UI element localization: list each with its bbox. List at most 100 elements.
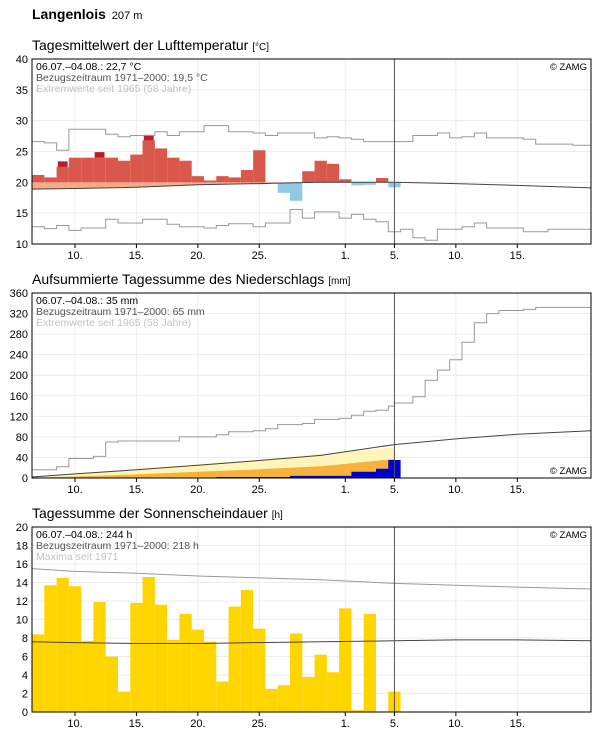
temp-stat-period: 06.07.–04.08.: 22,7 °C <box>36 61 142 73</box>
precip-x-tick-label: 20. <box>190 484 205 496</box>
sunshine-bar <box>339 608 352 712</box>
precipitation-actual-area <box>32 460 401 478</box>
station-header: Langenlois 207 m <box>32 6 142 22</box>
temp-chart: 10 15 20 25 30 35 40 10. 15. 20. 25. 1. 5. 10. 15. © ZA… <box>16 54 592 262</box>
sun-y-tick-label: 0 <box>22 707 28 719</box>
sunshine-bar <box>81 640 94 712</box>
precipitation-copyright: © ZAMG <box>550 466 587 477</box>
temperature-bar-upper <box>130 154 143 183</box>
temperature-record-mark <box>57 161 68 167</box>
sun-y-tick-label: 12 <box>16 596 28 608</box>
temp-x-tick-label: 15. <box>129 250 144 262</box>
temp-x-tick-label: 10. <box>67 250 82 262</box>
temp-y-tick-label: 40 <box>16 54 28 66</box>
precip-y-tick-label: 80 <box>16 432 28 444</box>
temperature-extreme-max-line <box>32 125 592 151</box>
temperature-bar-below <box>351 182 364 186</box>
sunshine-bar <box>32 634 45 712</box>
sunshine-bar <box>314 654 327 712</box>
temperature-bar-lower <box>130 182 143 188</box>
sun-stat-extremes: Maxima seit 1971 <box>36 551 118 563</box>
sunshine-maxima-line <box>31 568 592 590</box>
sunshine-bar <box>105 656 118 712</box>
sun-y-tick-label: 6 <box>22 652 28 664</box>
sunshine-bar <box>154 604 168 712</box>
precipitation-normal-line <box>31 430 592 478</box>
precip-x-tick-label: 25. <box>252 484 267 496</box>
temp-x-tick-label: 25. <box>252 250 267 262</box>
temp-plot-frame <box>31 58 592 245</box>
sunshine-title-text: Tagessumme der Sonnenscheindauer <box>32 505 268 521</box>
temperature-bar-upper <box>154 148 168 183</box>
precip-y-tick-label: 240 <box>10 350 28 362</box>
temperature-bar-lower <box>154 182 168 187</box>
temperature-bar-upper <box>118 160 131 183</box>
temperature-bar-lower <box>44 182 57 189</box>
temperature-title-text: Tagesmittelwert der Lufttemperatur <box>32 37 249 53</box>
temperature-bar-lower <box>228 182 241 185</box>
sunshine-bar <box>302 676 315 712</box>
temp-y-tick-label: 35 <box>16 85 28 97</box>
temperature-copyright: © ZAMG <box>550 62 587 73</box>
temperature-bar-lower <box>118 182 131 188</box>
precip-y-tick-label: 40 <box>16 452 28 464</box>
sun-y-tick-label: 10 <box>16 615 28 627</box>
precip-chart: 0 40 80 120 160 200 240 280 320 360 10. 15. 20. 25. 1.… <box>10 288 592 496</box>
temperature-bar-upper <box>44 177 57 183</box>
temperature-bar-below <box>363 182 376 185</box>
precip-stat-reference: Bezugszeitraum 1971–2000: 65 mm <box>36 306 205 318</box>
sunshine-bar <box>56 577 69 712</box>
temperature-bar-upper <box>93 157 106 183</box>
temperature-bar-upper <box>302 171 315 183</box>
precip-x-tick-label: 5. <box>390 484 399 496</box>
sunshine-bar <box>44 585 57 712</box>
sun-stat-reference: Bezugszeitraum 1971–2000: 218 h <box>36 540 199 552</box>
sun-x-tick-label: 1. <box>341 718 350 729</box>
temperature-bar-upper <box>68 157 82 183</box>
precip-y-tick-label: 360 <box>10 288 28 300</box>
sunshine-bar <box>204 641 217 712</box>
precip-x-tick-label: 10. <box>448 484 463 496</box>
sun-plot-frame <box>31 526 592 713</box>
precip-plot-frame <box>31 292 592 479</box>
sunshine-copyright: © ZAMG <box>550 530 587 541</box>
sun-x-tick-label: 20. <box>190 718 205 729</box>
sun-x-tick-label: 25. <box>252 718 267 729</box>
temperature-bar-below <box>290 182 303 201</box>
temperature-bar-upper <box>240 170 254 183</box>
precip-x-tick-label: 1. <box>341 484 350 496</box>
temperature-bar-lower <box>81 182 94 189</box>
temperature-bar-lower <box>93 182 106 189</box>
temperature-bar-lower <box>105 182 118 188</box>
temperature-bar-below <box>277 182 290 193</box>
temp-stat-reference: Bezugszeitraum 1971–2000: 19,5 °C <box>36 72 208 84</box>
temperature-bar-lower <box>253 182 266 184</box>
sun-x-tick-label: 15. <box>129 718 144 729</box>
temperature-record-mark <box>143 134 154 141</box>
sun-chart: 0 2 4 6 8 10 12 14 16 18 20 10. 15. 20. 25. 1. 5. 10. 15. ©… <box>16 522 592 729</box>
precipitation-band-mid <box>32 459 395 478</box>
temperature-chart-title: Tagesmittelwert der Lufttemperatur [°C] <box>32 37 269 53</box>
sunshine-bar <box>179 613 192 712</box>
temperature-bar-upper <box>191 176 204 183</box>
temperature-bar-upper <box>32 174 45 183</box>
temperature-bar-lower <box>204 182 217 185</box>
temp-y-tick-label: 10 <box>16 239 28 251</box>
temperature-unit: [°C] <box>252 42 269 53</box>
temperature-bar-lower <box>216 182 229 185</box>
temperature-bar-upper <box>253 150 266 183</box>
station-elevation: 207 m <box>111 10 143 22</box>
sunshine-bar <box>228 606 241 712</box>
temperature-bar-lower <box>265 182 278 184</box>
sun-x-tick-label: 15. <box>510 718 525 729</box>
temperature-normal-line <box>31 181 592 190</box>
precip-y-tick-label: 320 <box>10 309 28 321</box>
station-name: Langenlois <box>32 6 106 22</box>
temperature-bar-lower <box>68 182 82 189</box>
temperature-bar-lower <box>142 182 155 187</box>
precip-x-tick-label: 15. <box>510 484 525 496</box>
temperature-bar-upper <box>326 163 340 183</box>
temperature-bar-upper <box>339 179 352 183</box>
sunshine-bar <box>191 629 204 712</box>
